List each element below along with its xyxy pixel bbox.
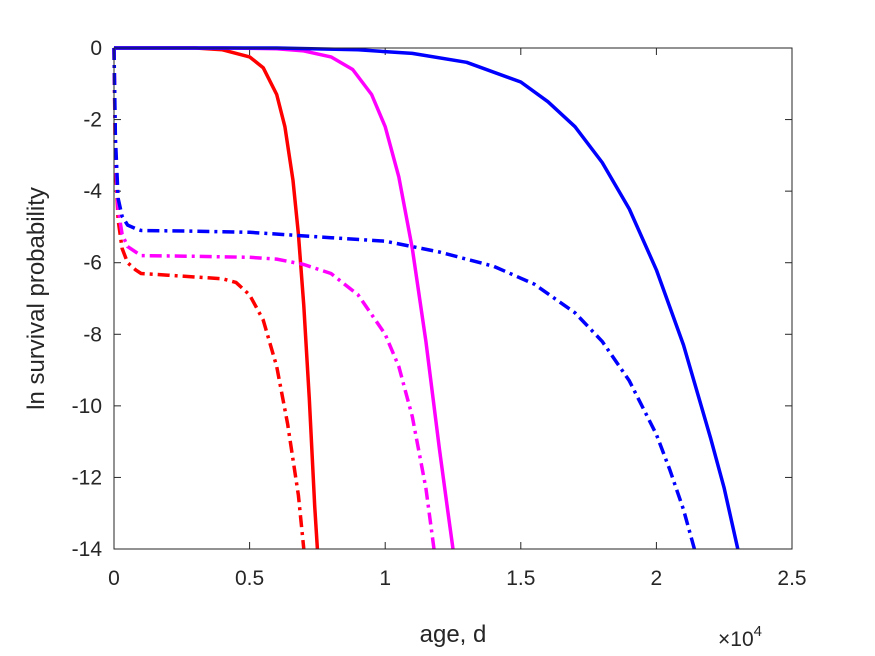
x-axis-ticks: 0 0.5 1 1.5 2 2.5 — [108, 48, 807, 590]
x-tick-label: 0.5 — [235, 567, 264, 590]
series-line-5 — [112, 47, 436, 550]
x-axis-exponent-base: ×10 — [718, 628, 754, 651]
axes-box — [113, 47, 793, 550]
x-axis-exponent-power: 4 — [754, 623, 762, 640]
series-line-3 — [114, 46, 740, 550]
x-tick-label: 1.5 — [506, 567, 535, 590]
y-tick-label: -4 — [83, 180, 102, 203]
x-tick-label: 2.5 — [777, 567, 806, 590]
series-line-4 — [112, 47, 306, 550]
x-tick-label: 0 — [108, 567, 120, 590]
y-tick-label: -14 — [72, 538, 103, 561]
x-axis-exponent: ×104 — [718, 623, 762, 651]
x-tick-label: 1 — [379, 567, 391, 590]
y-tick-label: 0 — [90, 37, 102, 60]
y-tick-label: -6 — [83, 252, 102, 275]
y-tick-label: -2 — [83, 109, 102, 132]
y-axis-ticks: 0 -2 -4 -6 -8 -10 -12 -14 — [72, 37, 792, 561]
y-tick-label: -12 — [72, 466, 102, 489]
x-tick-label: 2 — [651, 567, 663, 590]
y-axis-label: ln survival probability — [23, 187, 50, 410]
x-axis-label: age, d — [420, 621, 487, 648]
y-tick-label: -10 — [72, 395, 102, 418]
y-tick-label: -8 — [83, 323, 102, 346]
